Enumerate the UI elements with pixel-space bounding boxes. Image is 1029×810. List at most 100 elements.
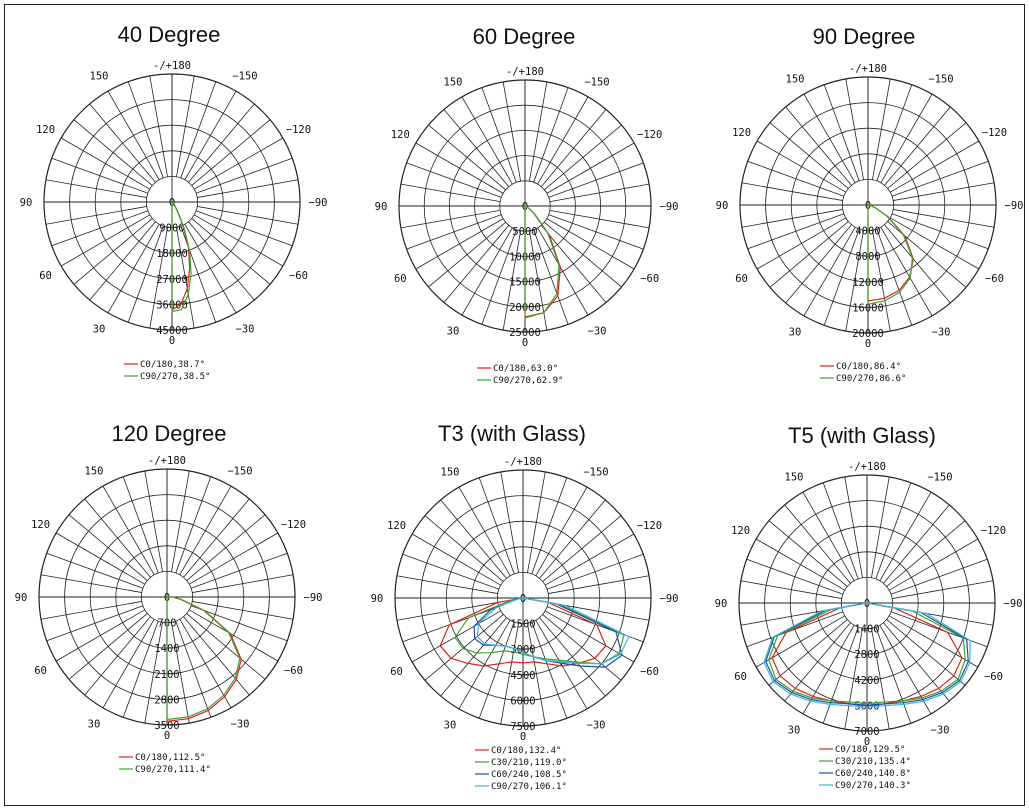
grid-spoke xyxy=(461,227,513,316)
angle-label: 120 xyxy=(391,129,410,141)
grid-spoke xyxy=(149,227,168,329)
grid-spoke xyxy=(171,622,190,724)
grid-spoke xyxy=(875,626,912,724)
grid-spoke xyxy=(461,96,513,185)
grid-spoke xyxy=(144,622,163,724)
angle-label: −90 xyxy=(309,197,328,209)
grid-spoke xyxy=(73,218,153,285)
grid-spoke xyxy=(872,78,891,180)
grid-spoke xyxy=(188,221,255,301)
grid-spoke xyxy=(546,218,635,270)
legend-label: C90/270,62.9° xyxy=(493,376,563,386)
grid-spoke xyxy=(127,225,164,323)
grid-spoke xyxy=(768,520,848,587)
grid-spoke xyxy=(741,209,843,228)
angle-label: 60 xyxy=(734,671,747,683)
grid-spoke xyxy=(60,214,151,267)
angle-label: 120 xyxy=(387,520,406,532)
grid-spoke xyxy=(195,210,293,247)
chart-title: 40 Degree xyxy=(117,22,221,47)
grid-spoke xyxy=(769,122,849,189)
grid-spoke xyxy=(40,574,142,593)
grid-spoke xyxy=(192,601,294,620)
angle-label: −120 xyxy=(637,520,662,532)
grid-spoke xyxy=(402,553,500,590)
chart-title: 90 Degree xyxy=(812,24,916,49)
series-curve xyxy=(166,596,241,721)
grid-spoke xyxy=(888,615,979,668)
grid-spoke xyxy=(822,482,859,580)
grid-spoke xyxy=(458,486,511,577)
chart-title: T3 (with Glass) xyxy=(438,421,586,446)
grid-spoke xyxy=(46,552,144,589)
grid-spoke xyxy=(73,119,153,186)
legend-label: C0/180,129.5° xyxy=(835,745,905,755)
grid-spoke xyxy=(400,183,501,203)
angle-label: 0 xyxy=(164,730,170,742)
grid-spoke xyxy=(876,228,913,326)
grid-spoke xyxy=(531,621,568,719)
grid-spoke xyxy=(548,575,650,594)
grid-spoke xyxy=(443,109,510,187)
angle-label: −90 xyxy=(1004,598,1023,610)
angle-label: −30 xyxy=(231,718,250,730)
radial-tick-label: 2800 xyxy=(854,649,879,661)
angle-label: −30 xyxy=(587,719,606,731)
angle-label: 90 xyxy=(375,201,388,213)
grid-spoke xyxy=(55,609,146,662)
grid-spoke xyxy=(533,229,569,325)
angle-label: 30 xyxy=(788,724,801,736)
grid-spoke xyxy=(51,210,149,247)
grid-spoke xyxy=(803,93,856,184)
grid-spoke xyxy=(823,84,860,182)
angle-label: −30 xyxy=(588,326,607,338)
grid-spoke xyxy=(845,78,864,180)
grid-spoke xyxy=(756,217,847,270)
legend-label: C90/270,38.5° xyxy=(140,372,210,382)
angle-label: 30 xyxy=(93,323,106,335)
radial-tick-label: 7500 xyxy=(510,721,535,733)
grid-spoke xyxy=(888,538,979,591)
grid-spoke xyxy=(197,206,299,225)
radial-tick-label: 0 xyxy=(520,593,526,605)
polar-chart-4: −150150−120120−9090−6060−30300-/+1800700… xyxy=(15,455,323,775)
angle-label-top: -/+180 xyxy=(848,461,886,473)
grid-spoke xyxy=(122,620,159,718)
grid-spoke xyxy=(396,575,498,594)
grid-spoke xyxy=(755,538,846,591)
radial-tick-label: 4500 xyxy=(510,670,535,682)
angle-label: −60 xyxy=(985,273,1004,285)
grid-spoke xyxy=(844,628,863,730)
angle-label: −60 xyxy=(289,270,308,282)
radial-tick-label: 1500 xyxy=(510,619,535,631)
grid-spoke xyxy=(876,84,913,182)
grid-spoke xyxy=(188,532,279,585)
angle-label: −30 xyxy=(931,724,950,736)
angle-label: 120 xyxy=(36,124,55,136)
radial-tick-label: 3500 xyxy=(154,720,179,732)
grid-spoke xyxy=(411,533,502,586)
legend-label: C0/180,38.7° xyxy=(140,360,205,370)
angle-label: −30 xyxy=(236,323,255,335)
grid-spoke xyxy=(175,476,212,574)
grid-spoke xyxy=(539,499,606,579)
grid-spoke xyxy=(89,103,156,183)
grid-spoke xyxy=(197,179,299,198)
angle-label: −30 xyxy=(932,326,951,338)
grid-spoke xyxy=(195,157,293,194)
grid-spoke xyxy=(176,75,195,177)
angle-label: −150 xyxy=(232,71,257,83)
angle-label: −120 xyxy=(286,124,311,136)
angle-label: 150 xyxy=(85,466,104,478)
grid-spoke xyxy=(528,81,548,182)
grid-spoke xyxy=(184,90,237,181)
grid-spoke xyxy=(188,103,255,183)
angle-label: −150 xyxy=(928,74,953,86)
series-curve xyxy=(763,602,971,708)
series-curve xyxy=(524,205,560,319)
grid-spoke xyxy=(879,491,932,582)
grid-spoke xyxy=(755,615,846,668)
radial-tick-label: 7000 xyxy=(854,726,879,738)
grid-spoke xyxy=(502,230,522,331)
radial-tick-label: 25000 xyxy=(509,327,541,339)
